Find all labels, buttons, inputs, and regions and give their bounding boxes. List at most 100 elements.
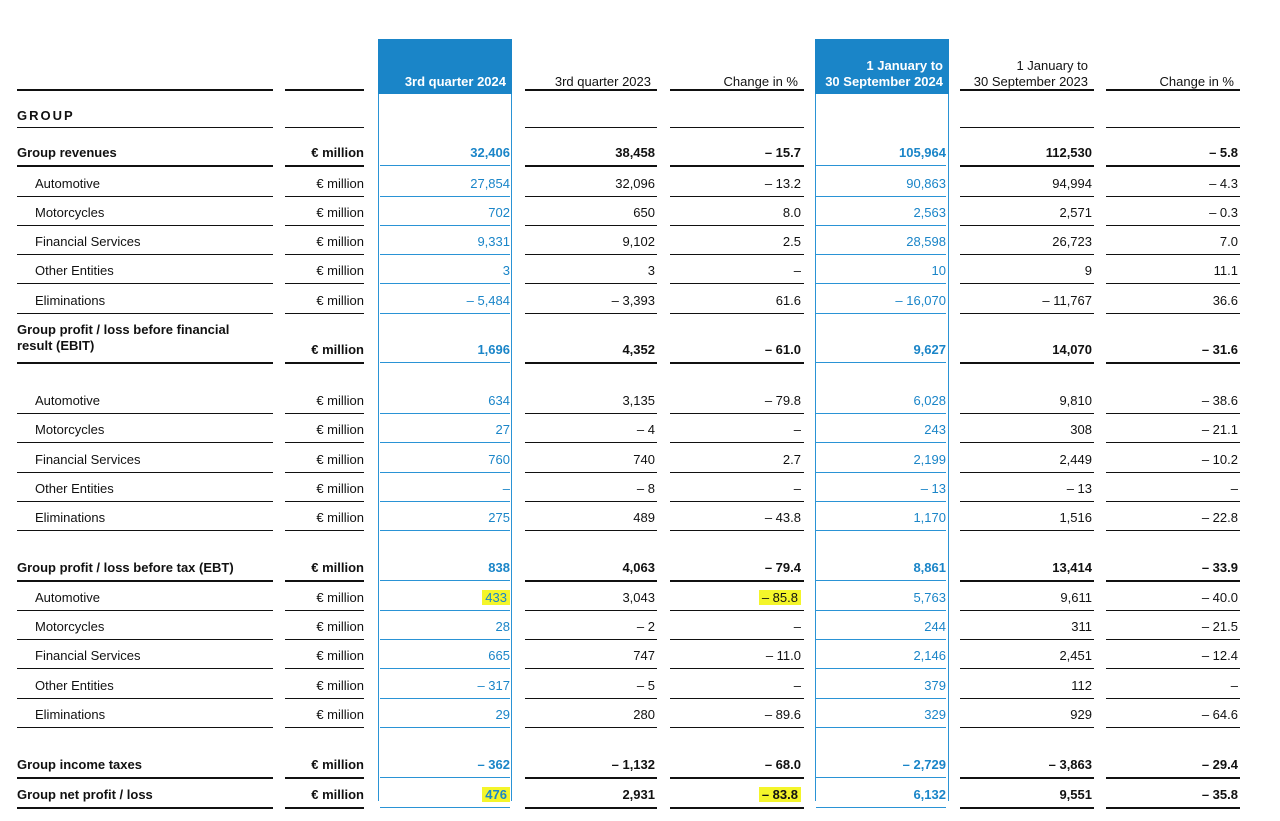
value-text: 2,199 [913,452,946,467]
row-rule [816,727,946,728]
row-rule [960,639,1094,640]
value-change-ytd: – 22.8 [1107,510,1238,526]
row-rule [525,254,657,255]
row-rule [380,530,510,531]
value-ytd-2024: 10 [816,263,946,279]
value-ytd-2023: 94,994 [962,176,1092,192]
section-rule [670,127,804,128]
row-rule [670,254,804,255]
row-label: Group profit / loss before tax (EBT) [17,560,234,575]
value-q3-2023: 740 [525,452,655,468]
row-rule [670,580,804,582]
row-label: Financial Services [35,452,141,467]
value-ytd-2023: 1,516 [962,510,1092,526]
value-text: 665 [488,648,510,663]
value-text: 26,723 [1052,234,1092,249]
value-ytd-2024: 90,863 [816,176,946,192]
row-rule [1106,727,1240,728]
value-text: – 8 [636,481,655,496]
row-rule [525,727,657,728]
value-ytd-2024: 8,861 [816,560,946,576]
value-text: – [1230,481,1238,496]
value-ytd-2023: 26,723 [962,234,1092,250]
value-text: 308 [1070,422,1092,437]
row-rule [285,580,364,582]
row-label: Other Entities [35,678,114,693]
row-rule [670,807,804,809]
row-rule [670,472,804,473]
row-label: Group net profit / loss [17,787,153,802]
row-label: Motorcycles [35,422,105,437]
value-change-q3: – [670,619,801,635]
value-text: 9,551 [1059,787,1092,802]
row-rule [1106,362,1240,364]
value-text: – 3,863 [1048,757,1092,772]
value-q3-2023: – 8 [525,481,655,497]
header-ytd-2024: 1 January to 30 September 2024 [815,39,949,94]
header-ytd-2023: 1 January to 30 September 2023 [973,58,1088,89]
value-q3-2024: 760 [380,452,510,468]
row-unit: € million [311,560,364,575]
value-change-q3: – [670,481,801,497]
row-unit: € million [316,648,364,663]
value-change-ytd: – 0.3 [1107,205,1238,221]
value-change-q3: – 43.8 [670,510,801,526]
value-change-ytd: 36.6 [1107,293,1238,309]
row-unit: € million [316,481,364,496]
value-text: – [793,678,801,693]
value-text: 476 [482,787,510,802]
row-label: Financial Services [35,648,141,663]
row-rule [285,165,364,167]
row-rule [285,610,364,611]
row-rule [816,442,946,443]
value-text: – 11,767 [1042,293,1092,308]
row-rule [1106,313,1240,314]
section-rule [525,127,657,128]
row-rule [285,807,364,809]
value-ytd-2023: 929 [962,707,1092,723]
row-rule [960,472,1094,473]
value-text: – 79.8 [764,393,801,408]
row-rule [380,313,510,314]
row-rule [17,254,273,255]
value-q3-2024: – 362 [380,757,510,773]
value-text: 311 [1071,619,1092,634]
row-rule [816,639,946,640]
row-rule [816,610,946,611]
value-q3-2024: – 5,484 [380,293,510,309]
header-rule [17,89,273,91]
value-ytd-2024: 2,563 [816,205,946,221]
value-q3-2024: 634 [380,393,510,409]
row-rule [816,362,946,363]
value-text: 1,170 [913,510,946,525]
value-text: 929 [1070,707,1092,722]
value-text: 2,449 [1059,452,1092,467]
value-text: 28 [495,619,510,634]
value-change-ytd: – 4.3 [1107,176,1238,192]
row-rule [380,225,510,226]
row-rule [670,777,804,779]
value-ytd-2024: 6,028 [816,393,946,409]
header-rule [1106,89,1240,91]
value-q3-2024: 1,696 [380,342,510,358]
row-rule [1106,580,1240,582]
value-text: – 89.6 [764,707,801,722]
value-q3-2023: – 4 [525,422,655,438]
value-q3-2023: 4,352 [525,342,655,358]
value-text: 8,861 [913,560,946,575]
row-rule [670,698,804,699]
row-rule [670,501,804,502]
row-rule [670,668,804,669]
value-change-q3: – 13.2 [670,176,801,192]
value-text: 36.6 [1212,293,1238,308]
value-text: 244 [924,619,946,634]
row-rule [285,283,364,284]
value-text: 6,132 [913,787,946,802]
value-text: – [793,422,801,437]
value-text: 4,063 [622,560,655,575]
value-change-ytd: – 64.6 [1107,707,1238,723]
row-label: Group revenues [17,145,117,160]
value-text: 2,571 [1059,205,1092,220]
row-rule [17,225,273,226]
value-ytd-2024: 5,763 [816,590,946,606]
